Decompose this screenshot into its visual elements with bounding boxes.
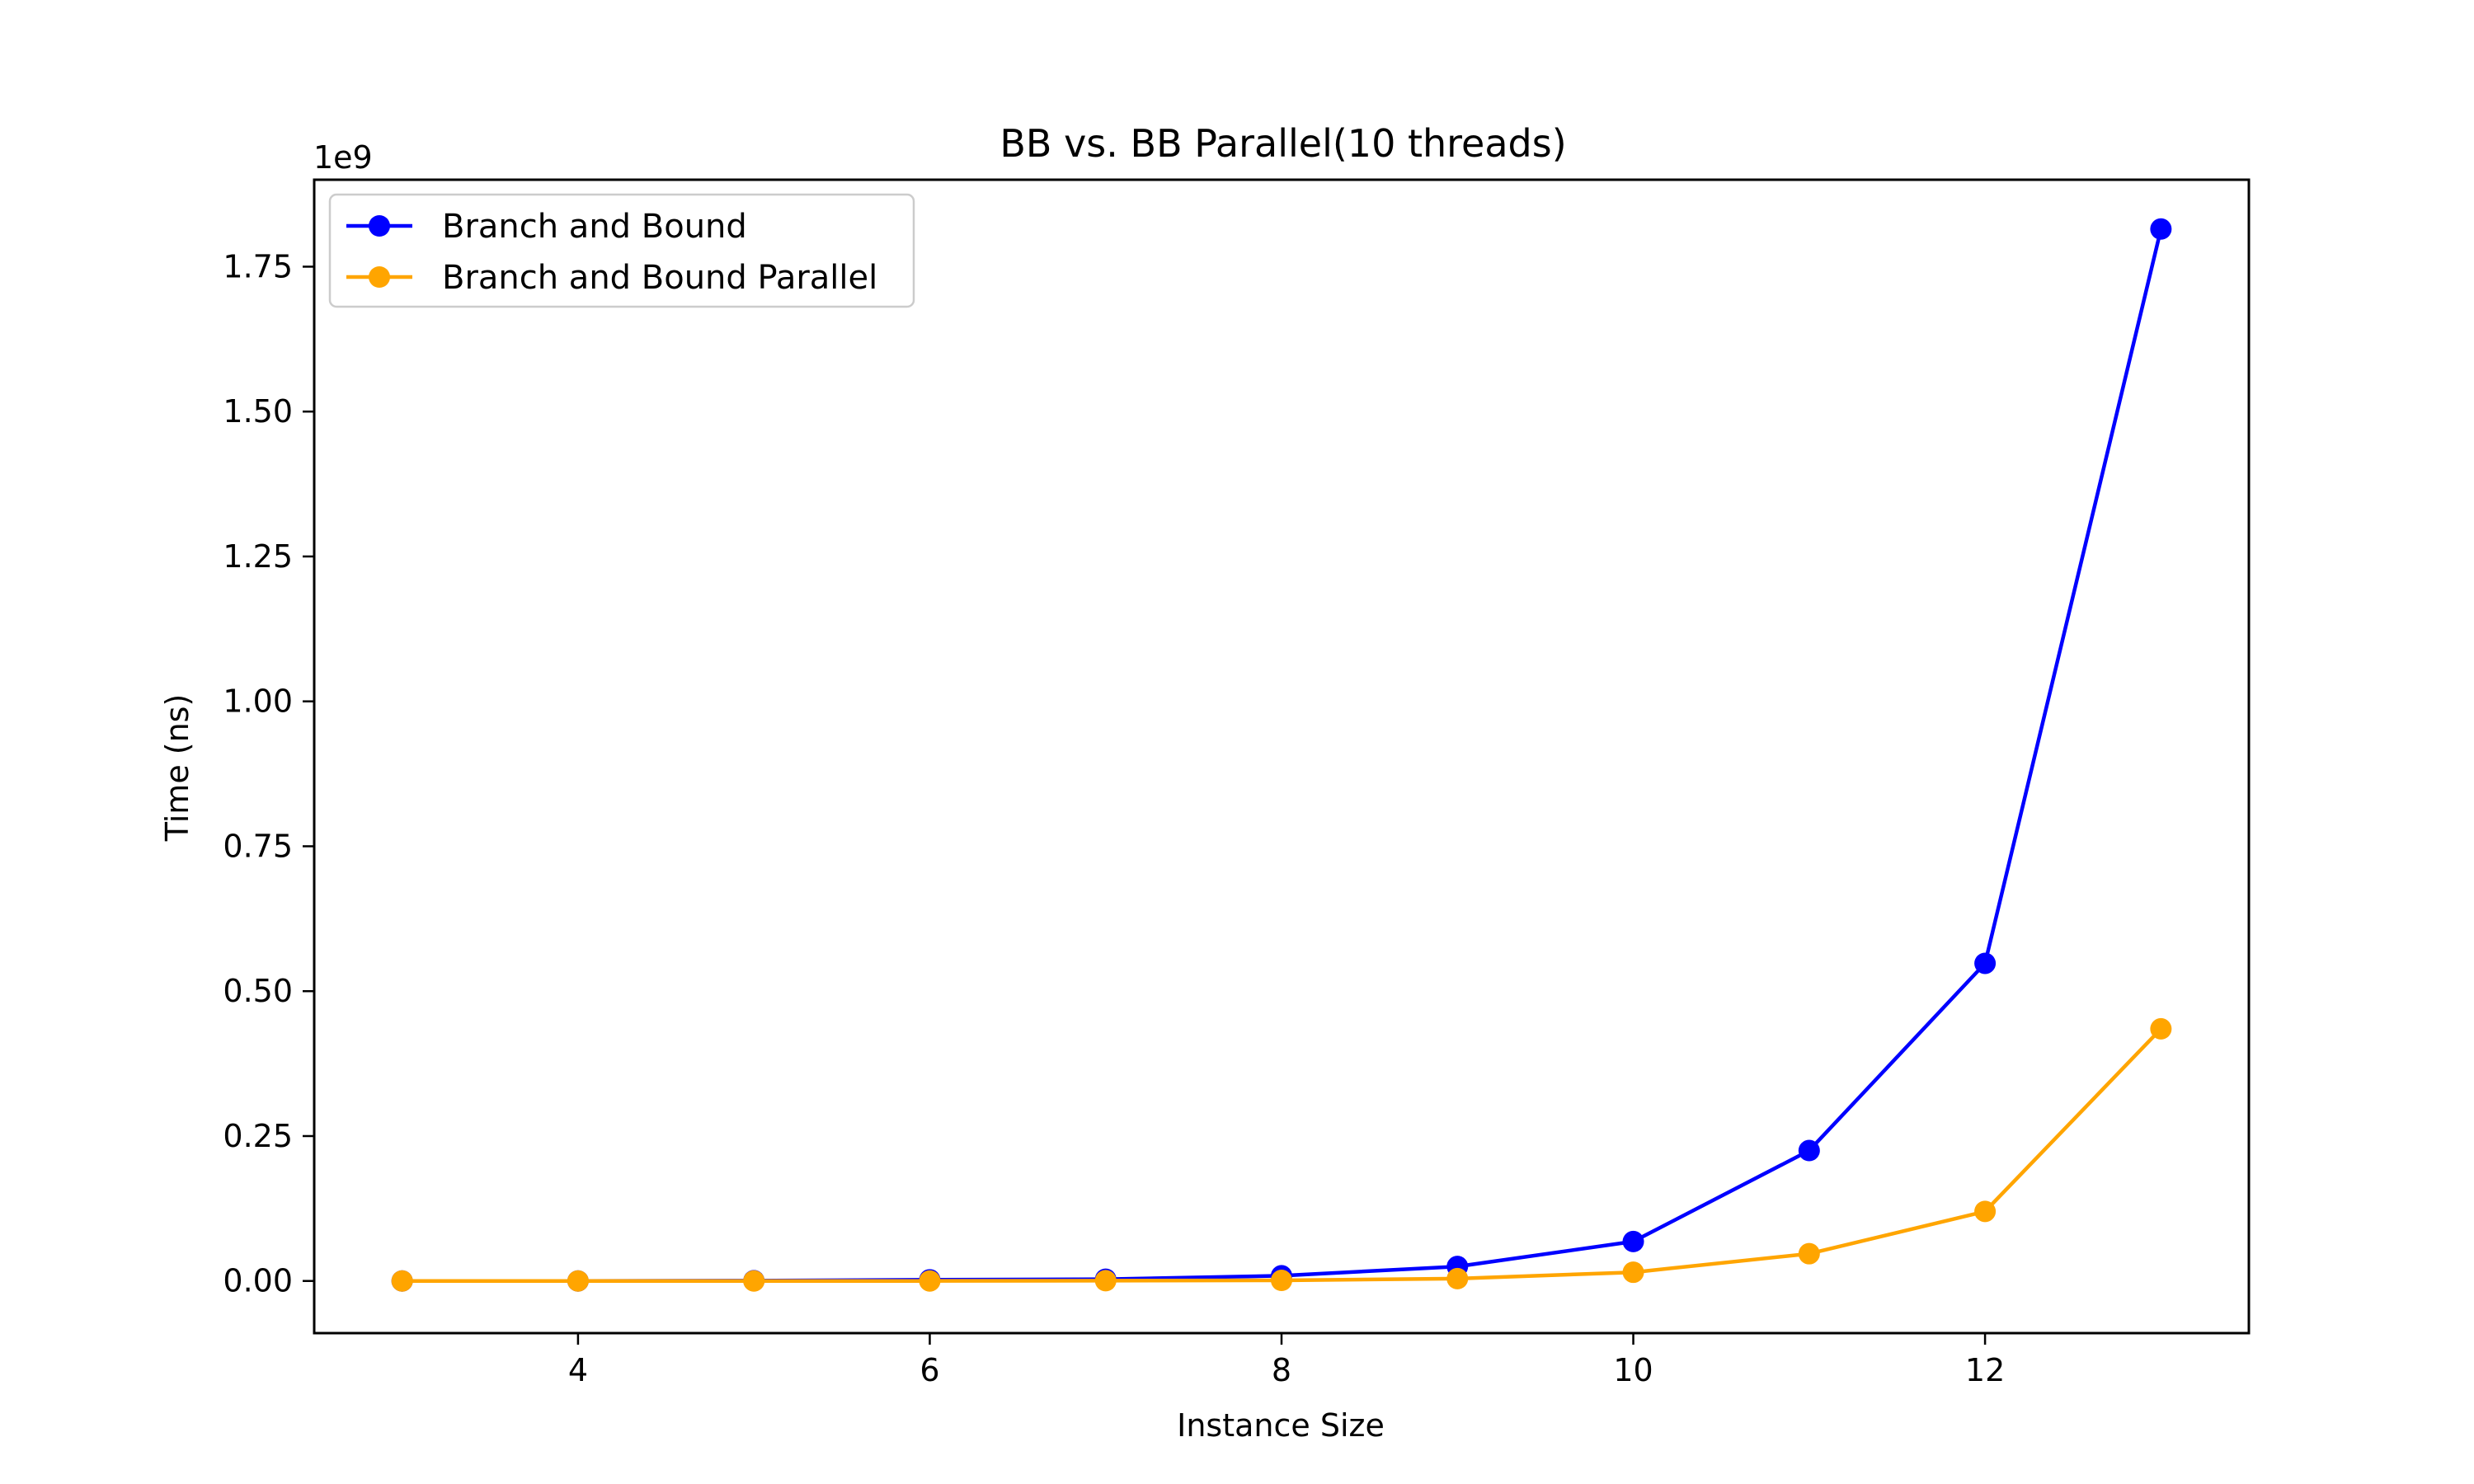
plot-area: 4 6 8 10 12 0.00 0.25 0.50 0.75 1.00 1.25 1.50 1.75 <box>223 178 2251 1388</box>
legend-swatch-marker <box>369 215 390 237</box>
data-point-series-1 <box>1446 1267 1469 1289</box>
data-point-series-0 <box>1974 952 1997 974</box>
data-point-series-1 <box>1622 1261 1644 1284</box>
y-axis-label: Time (ns) <box>159 694 195 843</box>
y-tick-label: 0.50 <box>223 973 293 1009</box>
x-tick-label: 6 <box>920 1352 939 1388</box>
data-point-series-1 <box>2150 1017 2172 1040</box>
data-point-series-0 <box>1622 1230 1644 1252</box>
data-point-series-1 <box>567 1270 589 1292</box>
legend-frame <box>328 193 915 308</box>
data-point-series-1 <box>391 1270 413 1292</box>
data-point-series-1 <box>743 1270 765 1292</box>
data-point-series-1 <box>919 1270 941 1292</box>
y-tick-label: 0.00 <box>223 1263 293 1299</box>
legend-swatch-marker <box>369 266 390 288</box>
chart-title: BB vs. BB Parallel(10 threads) <box>999 121 1566 166</box>
y-tick-label: 0.25 <box>223 1118 293 1154</box>
legend-entry-label: Branch and Bound Parallel <box>442 259 877 297</box>
data-point-series-1 <box>1798 1242 1820 1265</box>
y-offset-label: 1e9 <box>313 139 373 176</box>
y-tick-label: 1.25 <box>223 538 293 575</box>
x-tick-label: 8 <box>1272 1352 1291 1388</box>
y-tick-label: 1.75 <box>223 248 293 284</box>
x-tick-label: 10 <box>1613 1352 1653 1388</box>
x-tick-label: 12 <box>1965 1352 2005 1388</box>
x-axis-label: Instance Size <box>1177 1407 1385 1444</box>
x-tick-label: 4 <box>568 1352 588 1388</box>
y-tick-label: 1.00 <box>223 683 293 720</box>
data-point-series-0 <box>1798 1139 1820 1162</box>
legend-entry-label: Branch and Bound <box>442 208 747 246</box>
y-tick-label: 0.75 <box>223 828 293 864</box>
y-tick-label: 1.50 <box>223 393 293 430</box>
data-point-series-1 <box>1094 1270 1117 1292</box>
legend: Branch and Bound Branch and Bound Paralle… <box>328 193 915 308</box>
data-point-series-0 <box>2150 218 2172 240</box>
data-point-series-1 <box>1974 1200 1997 1223</box>
data-point-series-1 <box>1271 1270 1292 1292</box>
